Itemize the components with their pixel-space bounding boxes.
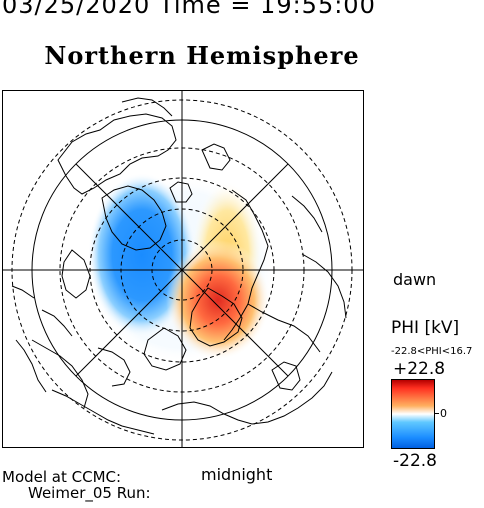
dawn-label: dawn (393, 270, 437, 289)
date-time-header: 03/25/2020 Time = 19:55:00 (2, 0, 376, 19)
colorbar-zero-tick (434, 413, 439, 414)
midnight-label: midnight (201, 465, 273, 484)
plot-title: Northern Hemisphere (44, 41, 360, 70)
colorbar-title: PHI [kV] (391, 318, 460, 338)
meridian-lines (2, 90, 364, 448)
model-line-2: Weimer_05 Run: (28, 484, 151, 502)
polar-map (2, 90, 364, 448)
colorbar-min-label: -22.8 (393, 451, 437, 471)
colorbar-zero-label: 0 (440, 407, 447, 420)
coastlines (11, 97, 347, 435)
colorbar-range: -22.8<PHI<16.7 (391, 346, 473, 357)
colorbar (391, 379, 435, 449)
colorbar-max-label: +22.8 (393, 359, 446, 379)
model-line-1: Model at CCMC: (2, 468, 122, 486)
